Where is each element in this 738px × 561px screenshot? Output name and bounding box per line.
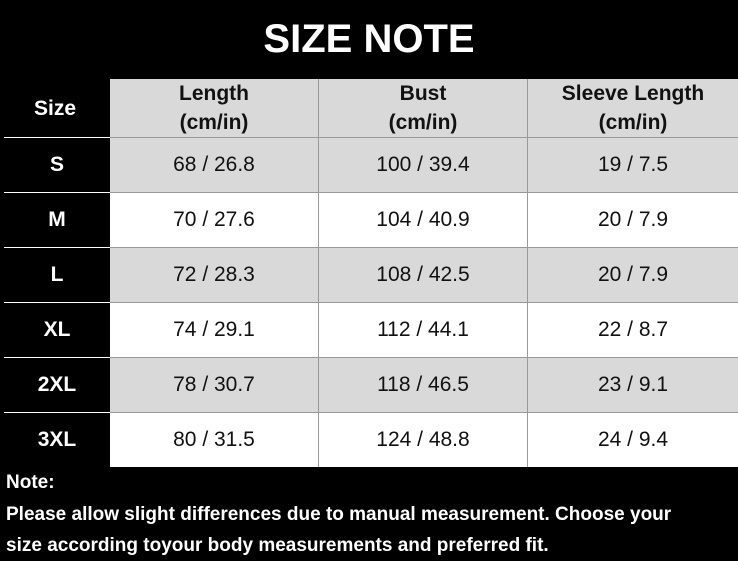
cell-text: S — [49, 153, 64, 176]
cell-text: 78 / 30.7 — [173, 373, 255, 396]
cell-text: M — [48, 208, 66, 231]
value-cell: 20 / 7.9 — [527, 247, 738, 302]
cell-text: 72 / 28.3 — [173, 263, 255, 286]
cell-text: 19 / 7.5 — [597, 153, 669, 176]
cell-text: 20 / 7.9 — [597, 263, 669, 286]
value-cell: 68 / 26.8 — [110, 137, 318, 192]
size-cell: XL — [4, 302, 110, 357]
cell-text: 70 / 27.6 — [173, 208, 255, 231]
header-text: (cm/in) — [598, 111, 668, 134]
cell-text: 108 / 42.5 — [376, 263, 470, 286]
value-cell: 23 / 9.1 — [527, 357, 738, 412]
cell-text: 80 / 31.5 — [173, 428, 255, 451]
value-cell: 19 / 7.5 — [527, 137, 738, 192]
cell-text: 100 / 39.4 — [376, 153, 470, 176]
cell-text: XL — [43, 318, 71, 341]
header-text: Length — [179, 82, 249, 105]
size-cell: L — [4, 247, 110, 302]
cell-text: 3XL — [37, 428, 77, 451]
header-text: (cm/in) — [179, 111, 249, 134]
cell-text: 22 / 8.7 — [597, 318, 669, 341]
value-cell: 108 / 42.5 — [318, 247, 527, 302]
size-cell: 3XL — [4, 412, 110, 467]
value-cell: 24 / 9.4 — [527, 412, 738, 467]
value-cell: 70 / 27.6 — [110, 192, 318, 247]
cell-text: 112 / 44.1 — [377, 318, 469, 341]
header-text: Size — [33, 96, 77, 120]
value-cell: 104 / 40.9 — [318, 192, 527, 247]
cell-text: L — [50, 263, 64, 286]
value-cell: 124 / 48.8 — [318, 412, 527, 467]
cell-text: 68 / 26.8 — [173, 153, 255, 176]
cell-text: 74 / 29.1 — [173, 318, 255, 341]
cell-text: 104 / 40.9 — [376, 208, 470, 231]
value-cell: 20 / 7.9 — [527, 192, 738, 247]
cell-text: 124 / 48.8 — [376, 428, 470, 451]
cell-text: 118 / 46.5 — [377, 373, 469, 396]
header-text: Sleeve Length — [561, 82, 705, 105]
value-cell: 22 / 8.7 — [527, 302, 738, 357]
cell-text: 2XL — [37, 373, 77, 396]
value-cell: 118 / 46.5 — [318, 357, 527, 412]
cell-text: 23 / 9.1 — [597, 373, 669, 396]
header-cell: Sleeve Length (cm/in) — [527, 79, 738, 137]
value-cell: 74 / 29.1 — [110, 302, 318, 357]
header-cell: Size — [0, 79, 110, 137]
size-cell: 2XL — [4, 357, 110, 412]
note-label: Note: — [6, 472, 55, 493]
header-cell: Length (cm/in) — [110, 79, 318, 137]
value-cell: 78 / 30.7 — [110, 357, 318, 412]
title: SIZE NOTE — [263, 17, 475, 61]
cell-text: 20 / 7.9 — [597, 208, 669, 231]
header-cell: Bust (cm/in) — [318, 79, 527, 137]
size-cell: S — [4, 137, 110, 192]
note-line: Please allow slight differences due to m… — [6, 504, 672, 525]
size-cell: M — [4, 192, 110, 247]
value-cell: 72 / 28.3 — [110, 247, 318, 302]
value-cell: 112 / 44.1 — [318, 302, 527, 357]
header-text: (cm/in) — [388, 111, 458, 134]
header-text: Bust — [399, 82, 447, 105]
cell-text: 24 / 9.4 — [597, 428, 669, 451]
value-cell: 100 / 39.4 — [318, 137, 527, 192]
note-line: size according toyour body measurements … — [6, 535, 549, 556]
value-cell: 80 / 31.5 — [110, 412, 318, 467]
